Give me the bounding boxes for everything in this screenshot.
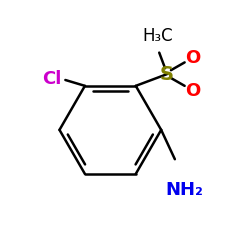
Text: NH₂: NH₂ xyxy=(166,181,203,199)
Text: H₃C: H₃C xyxy=(142,27,172,45)
Text: S: S xyxy=(160,64,174,84)
Text: Cl: Cl xyxy=(42,70,62,88)
Text: O: O xyxy=(185,82,200,100)
Text: O: O xyxy=(185,48,200,66)
